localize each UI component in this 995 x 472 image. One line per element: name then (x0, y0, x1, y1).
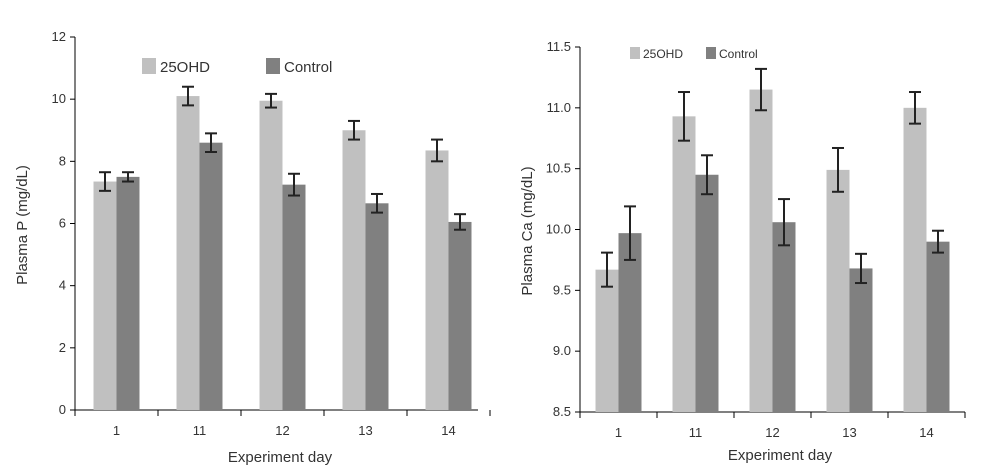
x-tick-label: 12 (765, 425, 779, 440)
bar-25ohd (826, 169, 850, 412)
bar-25ohd (749, 89, 773, 412)
x-axis-title: Experiment day (228, 449, 333, 466)
bar-control (365, 203, 389, 410)
bar-control (772, 222, 796, 412)
bar-25ohd (342, 130, 366, 410)
legend-swatch (706, 47, 716, 59)
bar-25ohd (903, 107, 927, 412)
y-tick-label: 10 (52, 91, 66, 106)
x-tick-label: 13 (358, 423, 372, 438)
y-tick-label: 8.5 (553, 404, 571, 419)
x-tick-label: 1 (113, 423, 120, 438)
y-tick-label: 10.5 (546, 161, 571, 176)
bar-control (849, 268, 873, 412)
x-tick-label: 11 (689, 425, 703, 440)
bar-25ohd (595, 269, 619, 412)
y-tick-label: 9.0 (553, 343, 571, 358)
y-tick-label: 8 (59, 153, 66, 168)
legend-label: 25OHD (160, 59, 210, 76)
bar-25ohd (425, 150, 449, 410)
chart-plasma-p: Plasma P (mg/dL) Experiment day 0 2 4 6 8 10 1… (14, 29, 491, 466)
bar-control (116, 176, 140, 410)
bar-control (926, 241, 950, 412)
bar-control (282, 184, 306, 410)
bar-control (618, 233, 642, 412)
y-tick-label: 4 (59, 278, 66, 293)
y-tick-label: 10.0 (546, 222, 571, 237)
bar-25ohd (93, 181, 117, 410)
x-tick-label: 12 (275, 423, 289, 438)
legend-swatch (630, 47, 640, 59)
x-tick-label: 1 (615, 425, 622, 440)
y-tick-label: 11.5 (547, 39, 571, 54)
x-tick-label: 14 (919, 425, 933, 440)
chart-plasma-ca: Plasma Ca (mg/dL) Experiment day 8.5 9.0 9… (519, 39, 966, 464)
y-tick-label: 9.5 (553, 282, 571, 297)
bar-control (199, 142, 223, 410)
legend-swatch (266, 58, 280, 74)
y-axis-title: Plasma Ca (mg/dL) (519, 166, 536, 295)
legend-swatch (142, 58, 156, 74)
x-axis-title: Experiment day (728, 447, 833, 464)
x-tick-label: 11 (193, 423, 207, 438)
legend-label: Control (719, 47, 758, 61)
y-tick-label: 0 (59, 402, 66, 417)
legend-label: Control (284, 59, 332, 76)
y-tick-label: 2 (59, 340, 66, 355)
bar-25ohd (672, 116, 696, 412)
bar-25ohd (176, 96, 200, 410)
y-tick-label: 12 (52, 29, 66, 44)
y-tick-label: 11.0 (547, 100, 571, 115)
x-tick-label: 14 (441, 423, 455, 438)
bar-25ohd (259, 100, 283, 411)
y-axis-title: Plasma P (mg/dL) (14, 165, 31, 285)
y-tick-label: 6 (59, 216, 66, 231)
x-tick-label: 13 (842, 425, 856, 440)
bar-control (448, 221, 472, 410)
legend-label: 25OHD (643, 47, 683, 61)
bar-control (695, 174, 719, 412)
